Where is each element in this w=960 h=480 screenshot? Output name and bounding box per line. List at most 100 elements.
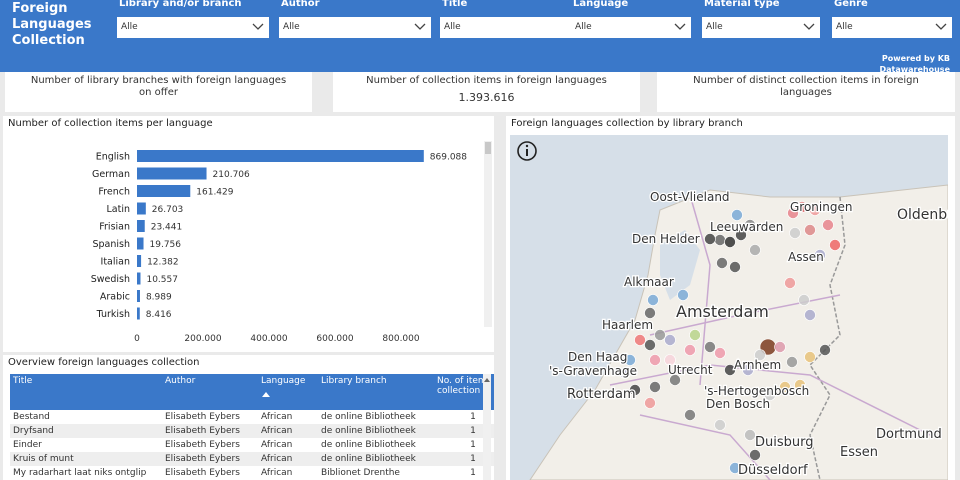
map-label: Duisburg: [755, 435, 814, 450]
value-label: 210.706: [213, 170, 250, 180]
branch-dot: [724, 364, 736, 376]
y-tick-label: Spanish: [92, 239, 130, 250]
map-label: Den Bosch: [706, 397, 770, 411]
table-cell: Elisabeth Eybers: [165, 412, 240, 422]
table-cell: 1: [434, 452, 494, 466]
map-label: Assen: [788, 250, 824, 264]
y-tick-label: English: [96, 152, 130, 163]
map-label: Düsseldorf: [738, 463, 808, 478]
branch-dot: [779, 381, 791, 393]
table-cell: de online Bibliotheek: [321, 412, 416, 422]
table-cell: de online Bibliotheek: [318, 424, 434, 438]
map-label: Groningen: [790, 200, 852, 214]
value-label: 161.429: [196, 188, 233, 198]
branch-dot: [735, 229, 747, 241]
branch-dot: [784, 277, 796, 289]
lake: [660, 230, 700, 300]
branch-dot: [716, 257, 728, 269]
table-row: My radarhart laat niks ontglip Elisabeth …: [10, 466, 494, 480]
column-title: No. of items in collection: [437, 376, 494, 396]
y-tick-label: French: [98, 187, 130, 198]
column-header[interactable]: Title: [10, 374, 162, 410]
slicer-value: Alle: [444, 22, 461, 32]
table-cell: de online Bibliotheek: [318, 452, 434, 466]
table-scrollbar: [483, 374, 491, 480]
scroll-up[interactable]: [484, 378, 490, 382]
value-label: 10.557: [146, 275, 178, 285]
y-tick-label: German: [92, 169, 130, 180]
branch-dot: [786, 356, 798, 368]
chevron: [674, 23, 686, 30]
branch-dot: [664, 354, 676, 366]
table-panel: Overview foreign languages collection Ti…: [3, 355, 494, 480]
table-cell: African: [261, 468, 293, 478]
map-panel: Foreign languages collection by library …: [506, 116, 955, 480]
chevron: [935, 23, 947, 30]
branch-dot: [798, 294, 810, 306]
slicer-value: Alle: [706, 22, 723, 32]
map: Oost-Vlieland Groningen Oldenburg Leeuwarde…: [510, 135, 948, 480]
branch-dot: [634, 334, 646, 346]
kpi-card: Number of distinct collection items in f…: [657, 72, 955, 112]
land: [529, 184, 948, 480]
branch-dot: [644, 397, 656, 409]
x-tick-label: 800.000: [382, 334, 419, 344]
triangle: [262, 392, 270, 397]
x-tick-label: 0: [134, 334, 140, 344]
table-row: Kruis of munt Elisabeth Eybers African de o…: [10, 452, 494, 466]
table-cell: Dryfsand: [10, 424, 162, 438]
slicer-dropdown[interactable]: Alle: [832, 17, 952, 38]
dropdown-arrow: [674, 23, 686, 30]
map-label: Den Helder: [632, 232, 700, 246]
slicer-label: Library and/or branch: [119, 0, 242, 9]
branch-dot: [804, 309, 816, 321]
branch-dot: [742, 364, 754, 376]
slicer-dropdown[interactable]: Alle: [702, 17, 820, 38]
map-label: 's-Gravenhage: [549, 364, 637, 378]
table-cell: African: [261, 440, 293, 450]
report-title: Foreign Languages Collection: [12, 1, 92, 48]
branch-dot: [644, 339, 656, 351]
table-cell: 1: [470, 468, 476, 478]
slicer-dropdown[interactable]: Alle: [279, 17, 431, 38]
branch-dot: [749, 449, 761, 461]
branch-dot: [731, 209, 743, 221]
column-header[interactable]: Author: [162, 374, 258, 410]
slicer-dropdown[interactable]: Alle: [571, 17, 691, 38]
table-cell: African: [258, 424, 318, 438]
map-label: Arnhem: [734, 358, 781, 372]
branch-dot: [822, 219, 834, 231]
header-row: Title Author Language Library branch No. of …: [10, 374, 494, 410]
table-cell: 1: [434, 424, 494, 438]
table-cell: Elisabeth Eybers: [162, 424, 258, 438]
branch-dot: [744, 429, 756, 441]
branch-dot: [714, 419, 726, 431]
bar-chart: 0 200.000 400.000 600.000 800.000 English 869.…: [91, 141, 492, 344]
table-cell: 1: [470, 440, 476, 450]
branch-dot: [704, 233, 716, 245]
dropdown-arrow: [935, 23, 947, 30]
branch-dot: [629, 384, 641, 396]
column-title: Title: [13, 376, 33, 386]
column-header[interactable]: Language: [258, 374, 318, 410]
branch-dot: [647, 294, 659, 306]
slicer-dropdown[interactable]: Alle: [440, 17, 588, 38]
y-tick-label: Latin: [107, 204, 131, 215]
table-cell: African: [258, 452, 318, 466]
scroll-thumb[interactable]: [485, 142, 491, 154]
column-header[interactable]: Library branch: [318, 374, 434, 410]
value-label: 8.416: [146, 310, 172, 320]
bar: [137, 272, 141, 285]
slicer-label: Author: [281, 0, 320, 9]
table-cell: Elisabeth Eybers: [165, 468, 240, 478]
branch-dot: [649, 381, 661, 393]
kpi-card: Number of collection items in foreign la…: [333, 72, 640, 112]
branch-dot: [619, 367, 631, 379]
value-label: 23.441: [151, 223, 183, 233]
slicer-dropdown[interactable]: Alle: [117, 17, 269, 38]
info-icon[interactable]: [517, 141, 537, 161]
branch-dot: [649, 354, 661, 366]
card-label: Number of distinct collection items in f…: [693, 75, 919, 98]
table-title: Overview foreign languages collection: [8, 357, 200, 368]
value-label: 12.382: [147, 258, 179, 268]
